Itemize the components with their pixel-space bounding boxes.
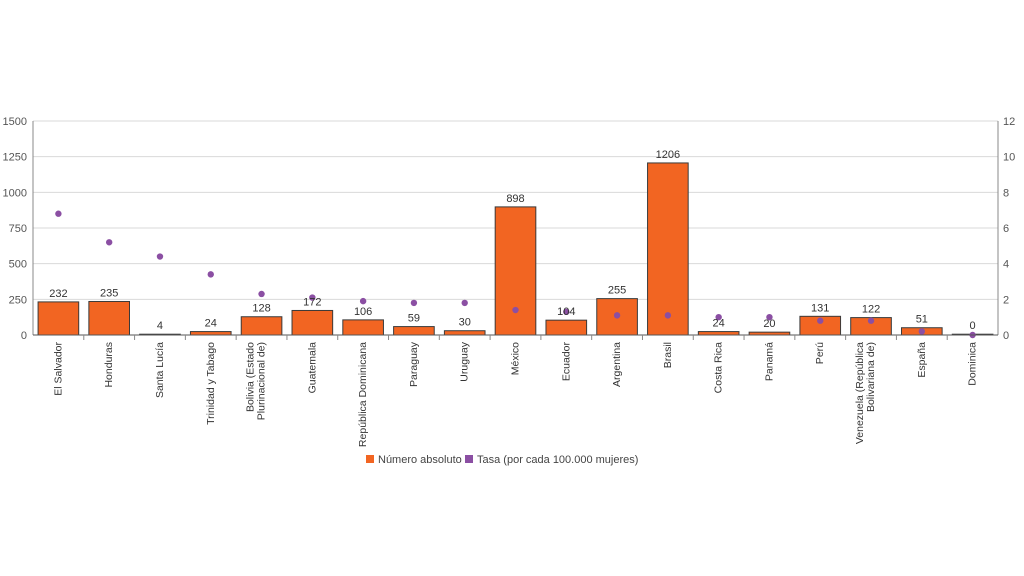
bar [189, 331, 232, 336]
value-labels: 232 235 4 24 128 172 106 59 30 898 104 255 1206 24 20 1… [49, 149, 975, 332]
rate-point [918, 328, 926, 335]
bar [443, 330, 486, 336]
bar [545, 319, 588, 336]
category-label: República Dominicana [357, 342, 369, 447]
bar-value-label: 122 [862, 304, 880, 316]
bar [342, 319, 384, 336]
rate-point [207, 271, 214, 278]
category-label: Panamá [763, 342, 775, 381]
rate-point [359, 297, 367, 305]
rate-point [766, 313, 773, 321]
bar-value-label: 1206 [656, 149, 680, 161]
bar-value-label: 4 [157, 320, 163, 332]
y-tick-label: 1000 [3, 187, 27, 199]
legend-label-bars: Número absoluto [378, 454, 462, 466]
bar-value-label: 51 [916, 314, 928, 326]
rate-point [512, 306, 519, 314]
bar-value-label: 232 [49, 288, 67, 300]
category-label: Perú [814, 342, 826, 364]
legend-swatch-bars [366, 455, 374, 463]
bar [88, 300, 131, 336]
legend: Número absoluto Tasa (por cada 100.000 m… [366, 454, 638, 466]
category-label: Costa Rica [713, 342, 725, 394]
legend-label-dots: Tasa (por cada 100.000 mujeres) [477, 454, 638, 466]
bar-value-label: 235 [100, 287, 118, 299]
category-label: México [510, 342, 522, 375]
bar [647, 162, 689, 336]
category-label: Honduras [103, 342, 115, 388]
y2-tick-label: 6 [1003, 223, 1009, 235]
y2-tick-label: 2 [1003, 294, 1009, 306]
bar-value-label: 20 [763, 318, 775, 330]
category-label: España [916, 342, 928, 378]
category-label: Guatemala [306, 342, 318, 394]
rate-point [410, 299, 418, 307]
rate-point [156, 253, 164, 260]
bar-value-label: 128 [252, 303, 270, 315]
rate-point [55, 210, 62, 217]
rate-point [461, 299, 468, 307]
bar-value-label: 24 [713, 318, 725, 330]
y2-tick-label: 0 [1003, 330, 1009, 342]
legend-swatch-dots [465, 455, 473, 463]
bar-value-label: 172 [303, 296, 321, 308]
bar [697, 331, 740, 336]
y2-tick-label: 12 [1003, 116, 1015, 128]
bar-value-label: 59 [408, 313, 420, 325]
category-label: Venezuela (RepúblicaBolivariana de) [854, 342, 877, 444]
y2-tick-label: 4 [1003, 259, 1009, 271]
category-label: Ecuador [560, 341, 572, 381]
y-tick-label: 1500 [3, 116, 27, 128]
y-tick-label: 750 [9, 223, 27, 235]
rate-point [563, 308, 570, 316]
category-label: Bolivia (EstadoPlurinacional de) [245, 342, 268, 420]
bar-value-label: 24 [205, 318, 217, 330]
bar-value-label: 898 [506, 193, 524, 205]
rate-point [664, 312, 672, 319]
y-tick-label: 0 [21, 330, 27, 342]
category-label: El Salvador [52, 342, 64, 396]
bar [37, 301, 80, 336]
y-tick-label: 500 [9, 259, 27, 271]
bar-series [37, 162, 994, 336]
y-tick-label: 1250 [3, 152, 27, 164]
category-labels: El Salvador Honduras Santa Lucía Trinidad y… [52, 341, 978, 447]
rate-point [867, 317, 875, 324]
bar-value-label: 106 [354, 306, 372, 318]
bar [393, 326, 435, 336]
y2-tick-label: 8 [1003, 187, 1009, 199]
rate-point [715, 313, 722, 321]
category-label: Trinidad y Tabago [205, 342, 217, 425]
bar-value-label: 104 [557, 306, 575, 318]
rate-point [817, 317, 824, 324]
bar-value-label: 0 [970, 320, 976, 332]
rate-point [105, 239, 113, 246]
y2-tick-label: 10 [1003, 152, 1015, 164]
bar-value-label: 131 [811, 302, 829, 314]
category-label: Brasil [662, 342, 674, 368]
y-tick-label: 250 [9, 294, 27, 306]
bar [494, 206, 537, 336]
bar [240, 316, 283, 336]
rate-point [613, 312, 621, 319]
rate-point [309, 294, 316, 301]
dot-series [55, 210, 976, 339]
category-label: Dominica [967, 342, 979, 386]
bar-value-label: 255 [608, 285, 626, 297]
category-label: Santa Lucía [154, 342, 166, 398]
category-label: Paraguay [408, 341, 420, 387]
rate-point [258, 290, 265, 298]
bar-value-label: 30 [459, 317, 471, 329]
category-label: Argentina [611, 342, 623, 387]
category-label: Uruguay [459, 341, 471, 381]
bar [291, 309, 334, 336]
